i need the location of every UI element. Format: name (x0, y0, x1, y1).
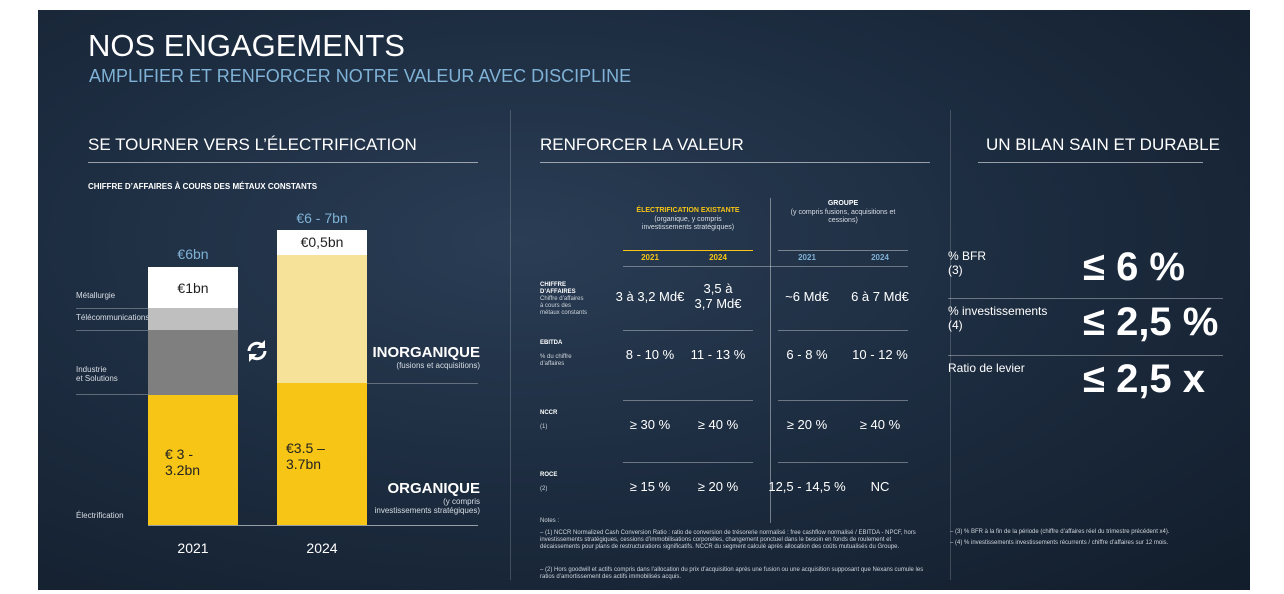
organic-note: (y compris investissements stratégiques) (374, 497, 480, 516)
baseline (148, 525, 478, 526)
table-cell: NC (870, 479, 890, 494)
bar-label: €3.5 – 3.7bn (286, 440, 325, 473)
year-header: 2024 (871, 253, 889, 262)
bar-total: €6bn (177, 246, 209, 262)
kpi-rule (948, 355, 1223, 356)
row-note: % du chiffre d’affaires (540, 354, 572, 367)
slide: NOS ENGAGEMENTS AMPLIFIER ET RENFORCER N… (38, 10, 1250, 590)
row-label: CHIFFRE D’AFFAIRES (540, 282, 576, 295)
segment-label: Métallurgie (76, 291, 116, 300)
row-rule (778, 330, 908, 331)
table-cell: ~6 Md€ (785, 289, 829, 304)
group-title: ÉLECTRIFICATION EXISTANTE (636, 207, 740, 214)
bar-segment (277, 383, 367, 525)
bar-segment (148, 308, 238, 330)
segment-rule (76, 330, 148, 331)
footnote: – (3) % BFR à la fin de la période (chif… (950, 529, 1170, 535)
kpi-value: ≤ 2,5 x (1083, 357, 1206, 401)
organic-label: ORGANIQUE (387, 480, 480, 497)
row-rule (623, 400, 753, 401)
bar-label: €0,5bn (300, 234, 344, 250)
row-note: (1) (540, 424, 548, 430)
rule (623, 266, 908, 267)
split-rule (367, 383, 478, 384)
section-heading: SE TOURNER VERS L’ÉLECTRIFICATION (88, 135, 417, 154)
heading-rule (88, 162, 478, 163)
notes-title: Notes : (540, 518, 560, 524)
kpi-label: % BFR (3) (948, 249, 987, 277)
note: – (2) Hors goodwill et actifs compris da… (540, 567, 924, 580)
group-title: GROUPE (827, 200, 859, 207)
table-cell: ≥ 30 % (629, 417, 671, 432)
table-cell: 6 - 8 % (786, 347, 828, 362)
kpi-label: Ratio de levier (948, 361, 1025, 375)
table-cell: ≥ 40 % (859, 417, 901, 432)
segment-rule (76, 308, 148, 309)
inorganic-label: INORGANIQUE (372, 344, 480, 361)
section-heading: RENFORCER LA VALEUR (540, 135, 744, 154)
row-rule (623, 462, 753, 463)
group-note: (y compris fusions, acquisitions et cess… (790, 209, 896, 225)
table-cell: 12,5 - 14,5 % (768, 479, 846, 494)
row-rule (778, 400, 908, 401)
heading-rule (978, 162, 1203, 163)
footnote: – (4) % investissements investissements … (950, 540, 1169, 546)
kpi-label: % investissements (4) (948, 304, 1048, 332)
table-divider (770, 198, 771, 523)
group-note: (organique, y compris investissements st… (641, 216, 735, 232)
inorganic-note: (fusions et acquisitions) (396, 361, 480, 370)
table-cell: 6 à 7 Md€ (851, 289, 909, 304)
cycle-icon (247, 340, 267, 362)
kpi-rule (948, 298, 1223, 299)
table-cell: ≥ 20 % (697, 479, 739, 494)
rule (778, 250, 908, 251)
table-cell: ≥ 20 % (786, 417, 828, 432)
bar-label: € 3 - 3.2bn (165, 446, 201, 479)
year-label: 2021 (177, 540, 209, 556)
table-cell: 11 - 13 % (690, 347, 746, 362)
note: – (1) NCCR Normalized Cash Conversion Ra… (540, 530, 916, 550)
chart-title: CHIFFRE D’AFFAIRES À COURS DES MÉTAUX CO… (88, 182, 318, 191)
title: NOS ENGAGEMENTS (88, 28, 405, 63)
subtitle: AMPLIFIER ET RENFORCER NOTRE VALEUR AVEC… (89, 66, 632, 86)
bar-segment (148, 395, 238, 525)
segment-label: Industrie et Solutions (76, 365, 118, 384)
row-label: ROCE (540, 472, 558, 478)
kpi-value: ≤ 2,5 % (1083, 300, 1219, 344)
table-cell: 10 - 12 % (852, 347, 908, 362)
kpi-value: ≤ 6 % (1083, 245, 1185, 289)
row-rule (623, 330, 753, 331)
heading-rule (540, 162, 930, 163)
table-cell: 3 à 3,2 Md€ (615, 289, 685, 304)
segment-label: Électrification (76, 511, 124, 520)
year-header: 2021 (641, 253, 659, 262)
rule (623, 250, 753, 251)
table-cell: ≥ 40 % (697, 417, 739, 432)
bar-segment (277, 255, 367, 383)
segment-label: Télécommunications (76, 313, 150, 322)
divider (510, 110, 511, 580)
bar-total: €6 - 7bn (296, 210, 348, 226)
bar-segment (148, 330, 238, 395)
table-cell: ≥ 15 % (629, 479, 671, 494)
year-label: 2024 (306, 540, 338, 556)
divider (950, 110, 951, 580)
section-heading: UN BILAN SAIN ET DURABLE (986, 135, 1220, 154)
table-cell: 3,5 à 3,7 Md€ (694, 281, 742, 311)
bar-label: €1bn (177, 280, 209, 296)
bar-segment (148, 267, 238, 308)
bar-segment (277, 230, 367, 255)
row-note: Chiffre d’affaires à cours des métaux co… (540, 296, 588, 316)
row-label: NCCR (540, 410, 558, 416)
year-header: 2021 (798, 253, 816, 262)
row-label: EBITDA (540, 340, 563, 346)
year-header: 2024 (709, 253, 727, 262)
row-rule (778, 462, 908, 463)
table-cell: 8 - 10 % (625, 347, 675, 362)
segment-rule (76, 394, 148, 395)
row-note: (2) (540, 486, 548, 492)
